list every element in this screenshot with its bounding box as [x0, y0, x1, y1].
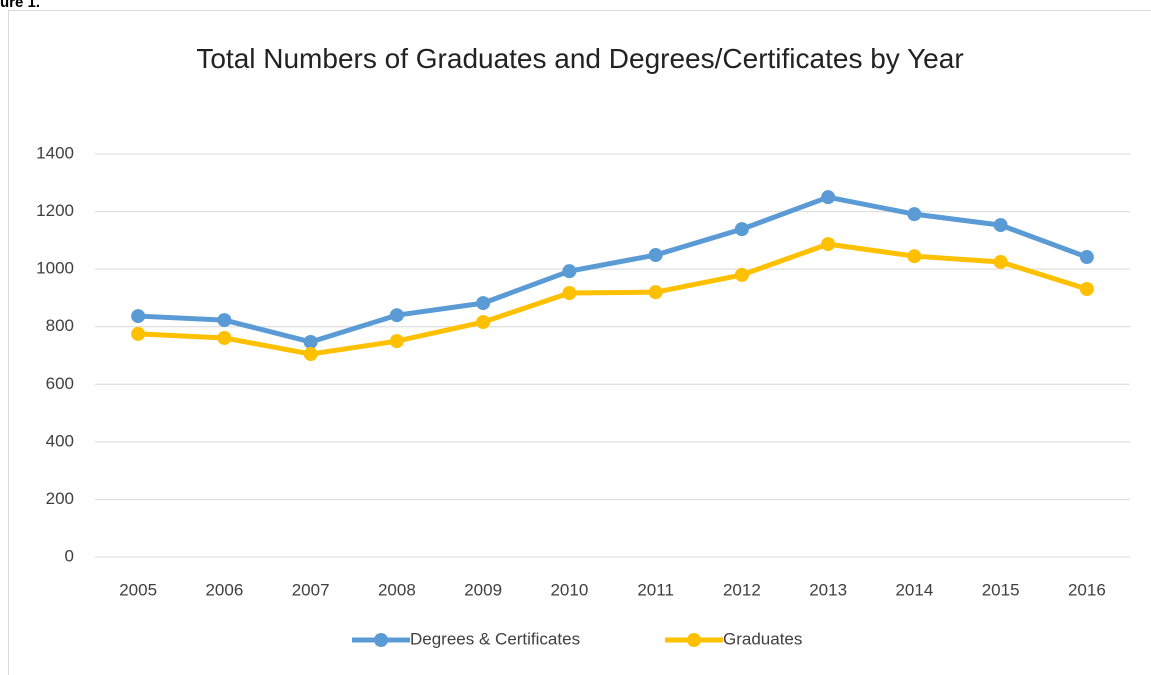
x-tick-label: 2008 — [378, 580, 416, 599]
data-point — [1079, 282, 1094, 297]
data-point — [648, 285, 663, 300]
data-point — [217, 313, 232, 328]
data-point — [734, 222, 749, 237]
chart-border — [8, 10, 1151, 675]
series-line — [135, 241, 1090, 357]
x-tick-label: 2014 — [895, 580, 933, 599]
data-point — [217, 330, 232, 345]
data-point — [131, 326, 146, 341]
data-point — [476, 296, 491, 311]
legend-marker — [374, 633, 388, 647]
data-point — [993, 254, 1008, 269]
x-tick-label: 2016 — [1068, 580, 1106, 599]
legend-marker — [687, 633, 701, 647]
data-point — [303, 347, 318, 362]
data-point — [821, 237, 836, 252]
data-point — [907, 207, 922, 222]
y-tick-label: 1000 — [36, 259, 74, 278]
y-tick-label: 600 — [46, 374, 74, 393]
data-point — [993, 218, 1008, 233]
data-point — [1079, 250, 1094, 265]
series-line — [135, 194, 1090, 345]
data-point — [907, 249, 922, 264]
data-point — [303, 334, 318, 349]
data-point — [389, 308, 404, 323]
x-tick-label: 2011 — [637, 580, 674, 599]
y-tick-label: 400 — [46, 431, 74, 450]
x-tick-label: 2007 — [292, 580, 330, 599]
data-point — [562, 264, 577, 279]
y-tick-label: 200 — [46, 489, 74, 508]
x-tick-label: 2009 — [464, 580, 502, 599]
data-point — [648, 248, 663, 263]
legend-label: Graduates — [723, 629, 802, 648]
chart-title: Total Numbers of Graduates and Degrees/C… — [196, 43, 964, 74]
data-point — [131, 309, 146, 324]
x-tick-label: 2010 — [550, 580, 588, 599]
data-point — [389, 334, 404, 349]
y-tick-label: 1200 — [36, 201, 74, 220]
data-point — [821, 190, 836, 205]
data-point — [476, 315, 491, 330]
x-tick-label: 2015 — [982, 580, 1020, 599]
x-tick-label: 2013 — [809, 580, 847, 599]
y-tick-label: 1400 — [36, 143, 74, 162]
caption: ure 1. — [0, 0, 41, 11]
y-tick-label: 800 — [46, 316, 74, 335]
x-tick-label: 2006 — [205, 580, 243, 599]
data-point — [562, 286, 577, 301]
x-tick-label: 2005 — [119, 580, 157, 599]
data-point — [734, 267, 749, 282]
y-tick-label: 0 — [65, 546, 74, 565]
legend-label: Degrees & Certificates — [410, 629, 580, 648]
x-tick-label: 2012 — [723, 580, 761, 599]
